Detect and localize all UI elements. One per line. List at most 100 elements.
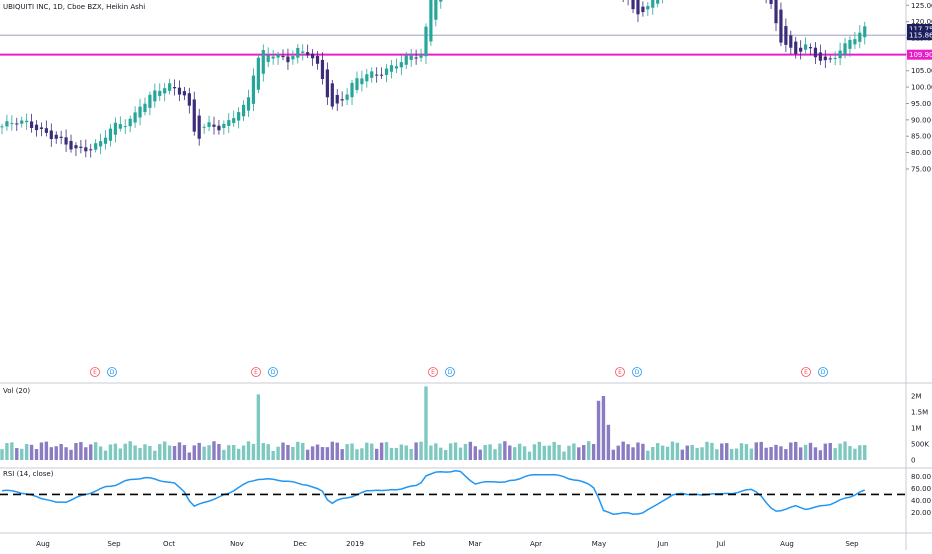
volume-bars bbox=[0, 386, 867, 460]
volume-bar bbox=[409, 448, 413, 460]
candle-body bbox=[261, 50, 265, 74]
candle-body bbox=[197, 115, 201, 139]
candle-body bbox=[0, 126, 4, 128]
volume-bar bbox=[93, 442, 98, 460]
volume-bar bbox=[325, 447, 330, 460]
volume-bar bbox=[118, 448, 123, 460]
volume-bar bbox=[606, 424, 611, 460]
volume-bar bbox=[296, 441, 300, 460]
volume-bar bbox=[389, 447, 394, 460]
earnings-marker bbox=[428, 367, 438, 377]
volume-pane-title: Vol (20) bbox=[3, 387, 31, 395]
earnings-marker-label: E bbox=[431, 369, 435, 376]
volume-bar bbox=[537, 441, 542, 460]
volume-bar bbox=[84, 447, 88, 460]
earnings-marker bbox=[251, 367, 261, 377]
candle-body bbox=[404, 55, 408, 65]
volume-bar bbox=[665, 446, 670, 460]
volume-tick-label: 1.5M bbox=[911, 409, 928, 417]
volume-bar bbox=[251, 443, 256, 460]
candle-body bbox=[133, 112, 137, 123]
volume-bar bbox=[222, 449, 226, 460]
volume-bar bbox=[754, 442, 758, 460]
volume-bar bbox=[379, 442, 384, 460]
candle-body bbox=[29, 121, 34, 128]
candle-body bbox=[306, 52, 310, 56]
candle-body bbox=[39, 127, 44, 129]
volume-bar bbox=[798, 447, 803, 460]
candle-body bbox=[389, 65, 394, 72]
candle-body bbox=[79, 146, 83, 148]
volume-bar bbox=[828, 442, 832, 460]
candle-body bbox=[370, 71, 374, 78]
earnings-marker-label: E bbox=[254, 369, 258, 376]
volume-bar bbox=[586, 441, 591, 460]
candle-body bbox=[44, 128, 48, 133]
volume-bar bbox=[621, 441, 625, 460]
dividend-marker bbox=[445, 367, 455, 377]
volume-bar bbox=[345, 444, 349, 460]
volume-bar bbox=[685, 445, 689, 460]
dividend-marker bbox=[107, 367, 117, 377]
volume-bar bbox=[143, 444, 147, 460]
candle-body bbox=[69, 140, 73, 150]
chart-title: UBIQUITI INC, 1D, Cboe BZX, Heikin Ashi bbox=[3, 3, 146, 11]
candle-body bbox=[182, 91, 187, 96]
volume-bar bbox=[764, 447, 768, 460]
candle-body bbox=[103, 137, 108, 144]
volume-bar bbox=[133, 445, 137, 460]
volume-bar bbox=[212, 441, 216, 460]
candle-body bbox=[276, 54, 280, 58]
volume-bar bbox=[384, 442, 389, 460]
candle-body bbox=[646, 6, 650, 10]
volume-bar bbox=[34, 448, 39, 460]
volume-bar bbox=[162, 441, 167, 460]
candle-body bbox=[384, 68, 389, 75]
last-price-label: 117.75 bbox=[909, 25, 932, 33]
volume-bar bbox=[488, 444, 492, 460]
volume-bar bbox=[833, 448, 837, 460]
candle-body bbox=[838, 50, 842, 59]
volume-bar bbox=[281, 442, 285, 460]
volume-bar bbox=[79, 442, 83, 460]
horizontal-line[interactable] bbox=[0, 34, 906, 56]
volume-bar bbox=[577, 447, 581, 460]
volume-bar bbox=[473, 446, 477, 460]
volume-bar bbox=[705, 441, 709, 460]
volume-bar bbox=[818, 450, 823, 460]
volume-bar bbox=[335, 442, 339, 460]
volume-bar bbox=[276, 446, 280, 460]
volume-bar bbox=[532, 444, 537, 460]
candle-body bbox=[118, 124, 122, 129]
volume-bar bbox=[508, 445, 512, 460]
candle-body bbox=[74, 145, 78, 149]
volume-bar bbox=[789, 442, 793, 460]
time-axis-label: May bbox=[592, 540, 606, 548]
candle-body bbox=[202, 126, 206, 128]
volume-bar bbox=[271, 450, 275, 460]
volume-bar bbox=[444, 450, 448, 460]
price-tick-label: 105.00 bbox=[911, 67, 932, 75]
volume-bar bbox=[59, 443, 63, 460]
volume-tick-label: 2M bbox=[911, 393, 922, 401]
candle-body bbox=[774, 0, 778, 24]
volume-bar bbox=[301, 442, 305, 460]
candle-body bbox=[769, 0, 773, 4]
dividend-marker-label: D bbox=[448, 369, 453, 376]
candle-body bbox=[20, 120, 24, 124]
volume-bar bbox=[192, 445, 196, 460]
candle-body bbox=[429, 0, 433, 42]
volume-bar bbox=[498, 443, 502, 460]
volume-bar bbox=[715, 449, 719, 460]
price-tick-label: 80.00 bbox=[911, 149, 931, 157]
volume-bar bbox=[227, 445, 231, 460]
candle-body bbox=[843, 43, 847, 55]
candle-body bbox=[340, 99, 344, 101]
candle-body bbox=[10, 123, 14, 125]
rsi-tick-label: 60.00 bbox=[911, 485, 931, 493]
candle-body bbox=[143, 103, 147, 113]
rsi-line-path bbox=[1, 470, 866, 515]
support-line-label-bg bbox=[907, 49, 932, 60]
